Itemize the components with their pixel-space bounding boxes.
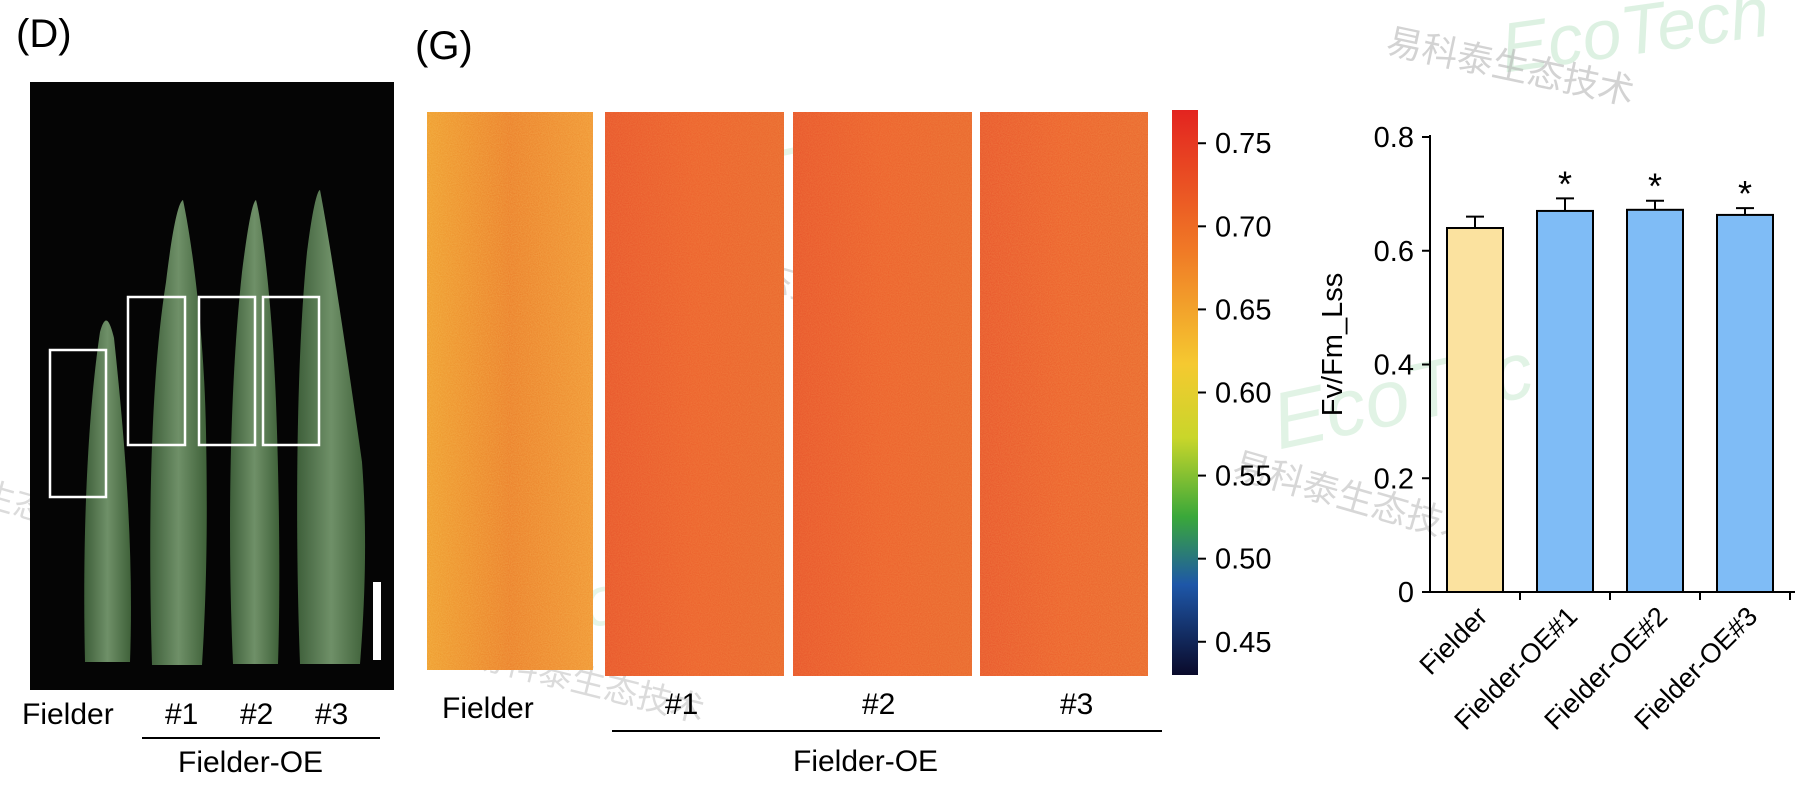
label-oe1: #1: [165, 698, 199, 731]
panel-g-label: (G): [415, 24, 473, 68]
watermark-latin: EcoTech: [1495, 0, 1774, 88]
image-label-oe2: #2: [862, 688, 896, 721]
colorbar-tick-label: 0.75: [1215, 128, 1271, 160]
roi-box-oe3: [261, 295, 321, 447]
significance-mark: *: [1648, 166, 1662, 207]
y-axis-label: Fv/Fm_Lss: [1317, 273, 1349, 416]
fluorescence-image-oe1: [605, 112, 784, 676]
panel-d-label: (D): [16, 12, 72, 56]
colorbar-tick-label: 0.65: [1215, 294, 1271, 326]
roi-box-oe1: [126, 295, 187, 447]
leaf-oe1: [150, 200, 207, 665]
fluorescence-image-oe2: [793, 112, 972, 676]
image-label-oe1: #1: [665, 688, 699, 721]
label-oe3: #3: [315, 698, 349, 731]
fluorescence-images: [427, 112, 1148, 676]
leaf-photo: [30, 82, 394, 690]
label-oe2: #2: [240, 698, 274, 731]
bar: [1536, 209, 1594, 593]
x-tick-label: Fielder: [1414, 601, 1494, 681]
scale-bar: [373, 582, 381, 660]
image-label-fielder: Fielder: [442, 692, 534, 725]
colorbar-tick-label: 0.50: [1215, 544, 1271, 576]
y-tick-label: 0.6: [1374, 236, 1414, 268]
y-tick-label: 0.8: [1374, 122, 1414, 154]
y-tick-label: 0.2: [1374, 463, 1414, 495]
bar-chart: 00.20.40.60.8Fv/Fm_LssFielder*Fielder-OE…: [1317, 122, 1795, 736]
colorbar-tick-label: 0.60: [1215, 378, 1271, 410]
label-fielder: Fielder: [22, 698, 114, 731]
colorbar-tick-label: 0.55: [1215, 461, 1271, 493]
group-underline: [612, 730, 1162, 732]
group-underline: [142, 737, 380, 739]
significance-mark: *: [1558, 163, 1572, 204]
bar: [1626, 208, 1684, 594]
bar: [1446, 227, 1504, 593]
label-group: Fielder-OE: [178, 746, 324, 779]
roi-box-fielder: [48, 348, 108, 499]
colorbar: 0.75 0.70 0.65 0.60 0.55 0.50 0.45: [1172, 110, 1271, 675]
y-tick-label: 0.4: [1374, 350, 1414, 382]
y-tick-label: 0: [1398, 577, 1414, 609]
colorbar-tick-label: 0.45: [1215, 627, 1271, 659]
colorbar-tick-label: 0.70: [1215, 211, 1271, 243]
significance-mark: *: [1738, 173, 1752, 214]
image-label-group: Fielder-OE: [793, 745, 939, 778]
bar: [1716, 213, 1774, 593]
leaf-fielder: [84, 320, 131, 662]
leaf-oe3: [297, 190, 366, 664]
fluorescence-image-oe3: [980, 112, 1148, 676]
roi-box-oe2: [197, 295, 257, 447]
fluorescence-image-fielder: [427, 112, 593, 670]
image-label-oe3: #3: [1060, 688, 1094, 721]
